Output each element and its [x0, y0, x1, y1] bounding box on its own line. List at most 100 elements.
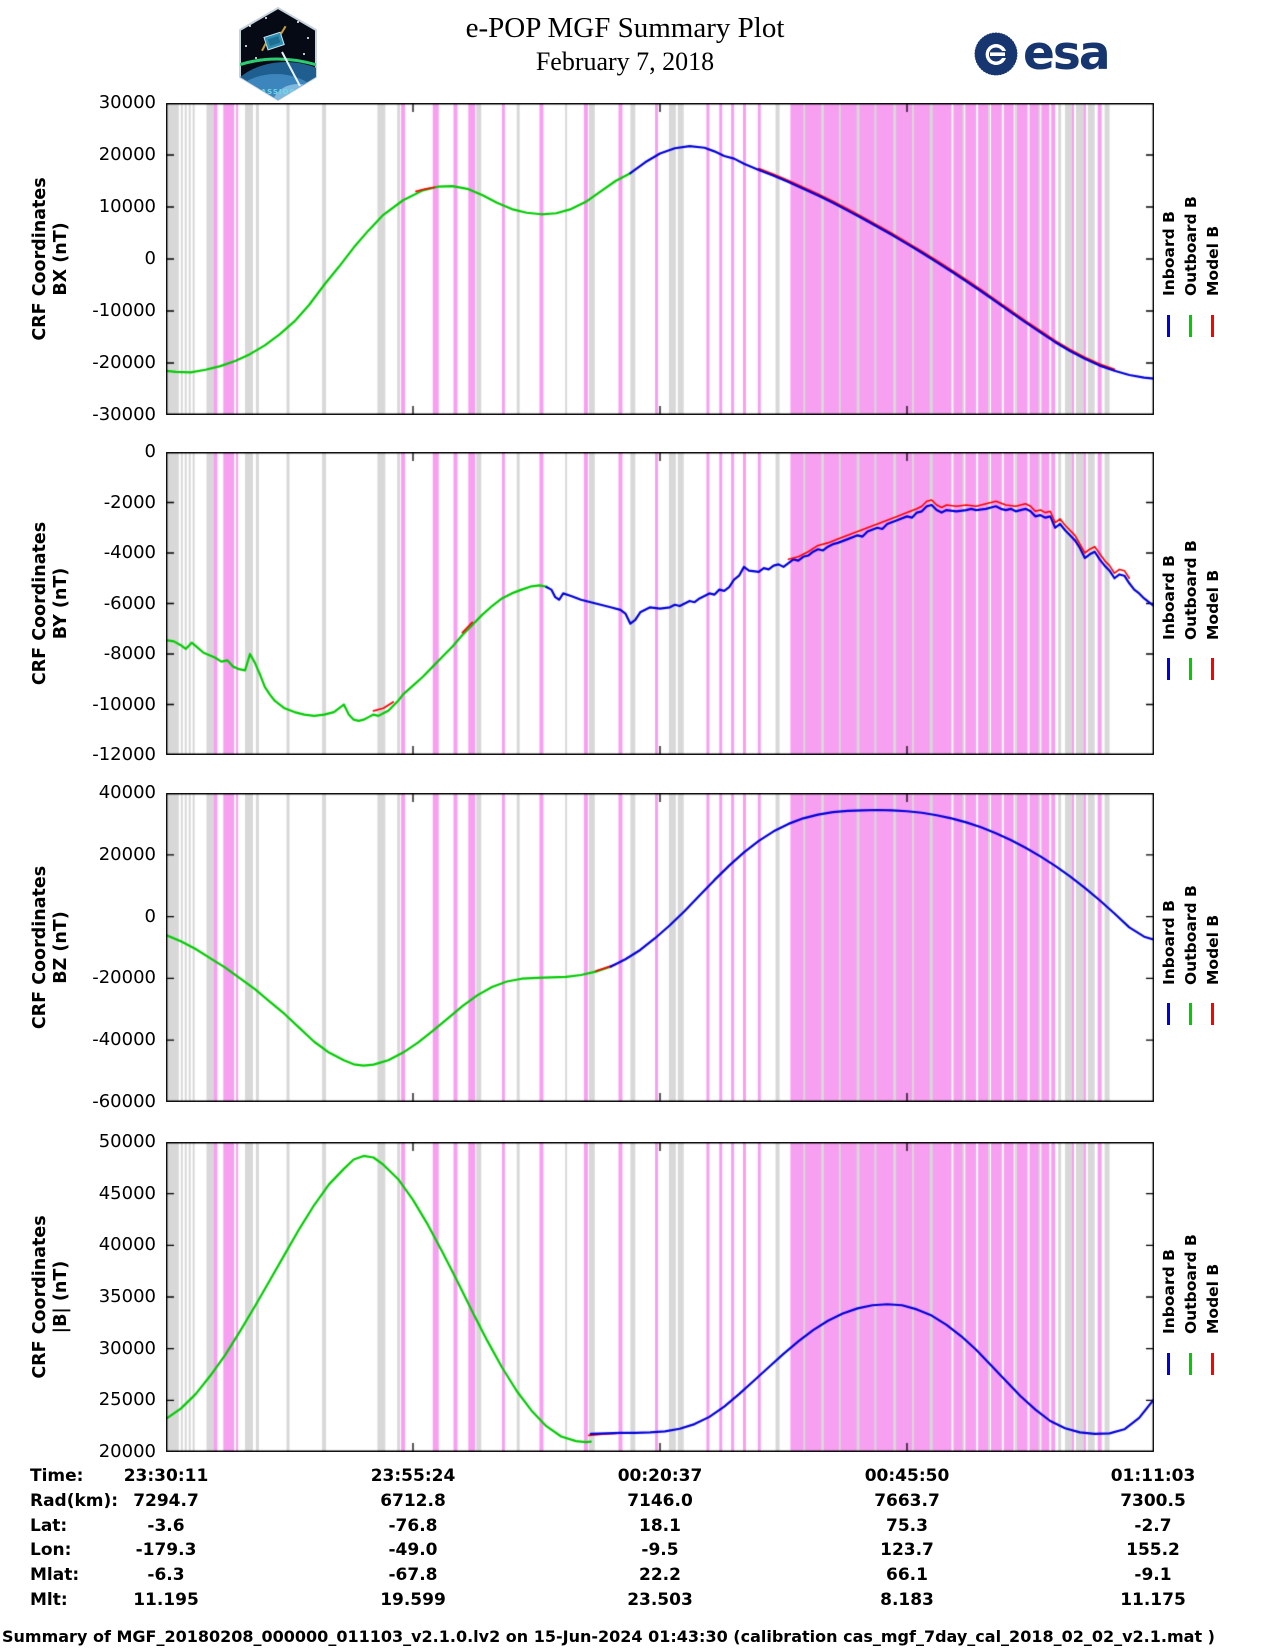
y-tick-label-bz: 0: [144, 905, 156, 927]
table-cell: -9.5: [641, 1540, 679, 1561]
y-tick-label-bmag: 20000: [98, 1441, 156, 1462]
table-cell: -179.3: [135, 1540, 197, 1561]
y-tick-label-bmag: 25000: [98, 1389, 156, 1411]
table-cell: 22.2: [639, 1565, 681, 1586]
table-cell: 7663.7: [874, 1490, 940, 1511]
plot-canvas-bx: [166, 103, 1154, 415]
legend-swatch-outboard-bx: [1189, 315, 1192, 338]
legend-swatch-model-bz: [1211, 1003, 1214, 1026]
legend-label-inboard-bmag: Inboard B: [1160, 1249, 1178, 1335]
esa-logo: esa: [973, 26, 1111, 81]
y-tick-label-by: -10000: [92, 693, 156, 715]
y-tick-label-by: -12000: [92, 744, 156, 765]
table-cell: -9.1: [1134, 1565, 1172, 1586]
y-tick-label-bx: -10000: [92, 300, 156, 321]
patch-title: CASSIOPE: [255, 88, 302, 96]
table-cell: 7300.5: [1120, 1490, 1186, 1511]
table-cell: 7294.7: [133, 1490, 199, 1511]
table-cell: -67.8: [388, 1565, 438, 1586]
y-tick-label-bmag: 50000: [98, 1131, 156, 1152]
axis-label-bmag: CRF Coordinates |B| (nT): [30, 1142, 72, 1452]
table-cell: 155.2: [1126, 1540, 1180, 1561]
y-tick-label-bx: 30000: [98, 92, 156, 113]
table-row-label-lon: Lon:: [30, 1540, 72, 1561]
legend-swatch-inboard-bx: [1167, 315, 1170, 338]
plot-canvas-bmag: [166, 1142, 1154, 1452]
cassiope-mission-patch: CASSIOPE: [236, 6, 320, 106]
table-cell: 7146.0: [627, 1490, 693, 1511]
plot-date: February 7, 2018: [535, 47, 715, 76]
table-cell: 11.175: [1120, 1590, 1186, 1610]
table-cell: 01:11:03: [1110, 1466, 1196, 1486]
y-tick-label-bz: -20000: [92, 967, 156, 989]
legend-swatch-model-bx: [1211, 315, 1214, 338]
legend-label-inboard-bz: Inboard B: [1160, 899, 1178, 985]
y-tick-label-by: -8000: [103, 643, 156, 664]
table-cell: 00:20:37: [617, 1466, 703, 1486]
legend-label-outboard-bx: Outboard B: [1182, 196, 1200, 297]
y-tick-label-by: -4000: [103, 542, 156, 563]
legend-label-model-by: Model B: [1204, 569, 1222, 640]
plot-title: e-POP MGF Summary Plot: [465, 12, 785, 44]
table-cell: 75.3: [886, 1515, 928, 1536]
table-cell: -49.0: [388, 1540, 438, 1561]
y-tick-label-bx: -20000: [92, 352, 156, 373]
y-tick-label-bz: 40000: [98, 782, 156, 803]
footer-note: Summary of MGF_20180208_000000_011103_v2…: [2, 1627, 1215, 1646]
legend-label-inboard-by: Inboard B: [1160, 554, 1178, 640]
esa-wordmark: esa: [1023, 26, 1111, 81]
table-cell: -76.8: [388, 1515, 438, 1536]
y-tick-label-bmag: 45000: [98, 1182, 156, 1204]
table-cell: 19.599: [380, 1590, 446, 1610]
table-cell: -3.6: [147, 1515, 185, 1536]
axis-label-line1: CRF Coordinates: [30, 177, 50, 341]
legend-swatch-inboard-by: [1167, 658, 1170, 681]
y-tick-label-by: -2000: [103, 491, 156, 513]
y-tick-label-bx: 0: [144, 248, 156, 269]
axis-label-bz: CRF Coordinates BZ (nT): [30, 793, 72, 1102]
table-row-label-lat: Lat:: [30, 1515, 68, 1536]
table-cell: -2.7: [1134, 1515, 1172, 1536]
table-row-label-mlat: Mlat:: [30, 1565, 80, 1586]
table-cell: 00:45:50: [864, 1466, 950, 1486]
page-title: e-POP MGF Summary Plot February 7, 2018: [165, 10, 1085, 78]
axis-label-line2: BY (nT): [51, 567, 71, 640]
legend-label-model-bz: Model B: [1204, 914, 1222, 985]
legend-label-model-bx: Model B: [1204, 226, 1222, 297]
axis-label-by: CRF Coordinates BY (nT): [30, 452, 72, 755]
axis-label-line1: CRF Coordinates: [30, 865, 50, 1030]
legend-swatch-model-bmag: [1211, 1352, 1214, 1375]
table-cell: 23.503: [627, 1590, 693, 1610]
legend-swatch-model-by: [1211, 658, 1214, 681]
plot-canvas-bz: [166, 793, 1154, 1102]
table-cell: 8.183: [880, 1590, 934, 1610]
axis-label-line1: CRF Coordinates: [30, 1215, 50, 1379]
axis-label-line2: BX (nT): [51, 222, 71, 296]
legend-swatch-inboard-bz: [1167, 1003, 1170, 1026]
legend-label-model-bmag: Model B: [1204, 1263, 1222, 1335]
axis-label-bx: CRF Coordinates BX (nT): [30, 103, 72, 415]
legend-swatch-inboard-bmag: [1167, 1352, 1170, 1375]
table-cell: 6712.8: [380, 1490, 446, 1511]
y-tick-label-bmag: 40000: [98, 1234, 156, 1256]
y-tick-label-bx: 10000: [98, 196, 156, 217]
y-tick-label-bx: 20000: [98, 144, 156, 165]
table-cell: 23:55:24: [370, 1466, 456, 1486]
y-tick-label-bmag: 35000: [98, 1286, 156, 1307]
legend-label-inboard-bx: Inboard B: [1160, 211, 1178, 297]
table-cell: 123.7: [880, 1540, 934, 1561]
y-tick-label-bz: 20000: [98, 843, 156, 865]
table-cell: 18.1: [639, 1515, 681, 1536]
legend-swatch-outboard-by: [1189, 658, 1192, 681]
axis-label-line2: BZ (nT): [51, 911, 71, 984]
y-tick-label-bx: -30000: [92, 404, 156, 425]
y-tick-label-by: 0: [144, 441, 156, 462]
plot-canvas-by: [166, 452, 1154, 755]
cassiope-patch-icon: CASSIOPE: [239, 6, 317, 102]
table-row-label-mlt: Mlt:: [30, 1590, 68, 1610]
legend-swatch-outboard-bz: [1189, 1003, 1192, 1026]
axis-label-line2: |B| (nT): [51, 1260, 71, 1334]
y-tick-label-by: -6000: [103, 592, 156, 614]
table-cell: -6.3: [147, 1565, 185, 1586]
y-tick-label-bz: -40000: [92, 1029, 156, 1051]
